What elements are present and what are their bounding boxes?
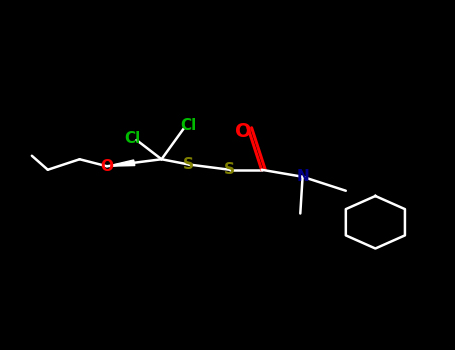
Text: Cl: Cl	[181, 119, 197, 133]
Text: N: N	[296, 169, 309, 184]
Text: S: S	[224, 162, 235, 177]
Polygon shape	[107, 160, 135, 166]
Text: Cl: Cl	[124, 131, 140, 146]
Text: S: S	[183, 157, 194, 172]
Text: O: O	[101, 159, 113, 174]
Text: O: O	[235, 122, 252, 141]
